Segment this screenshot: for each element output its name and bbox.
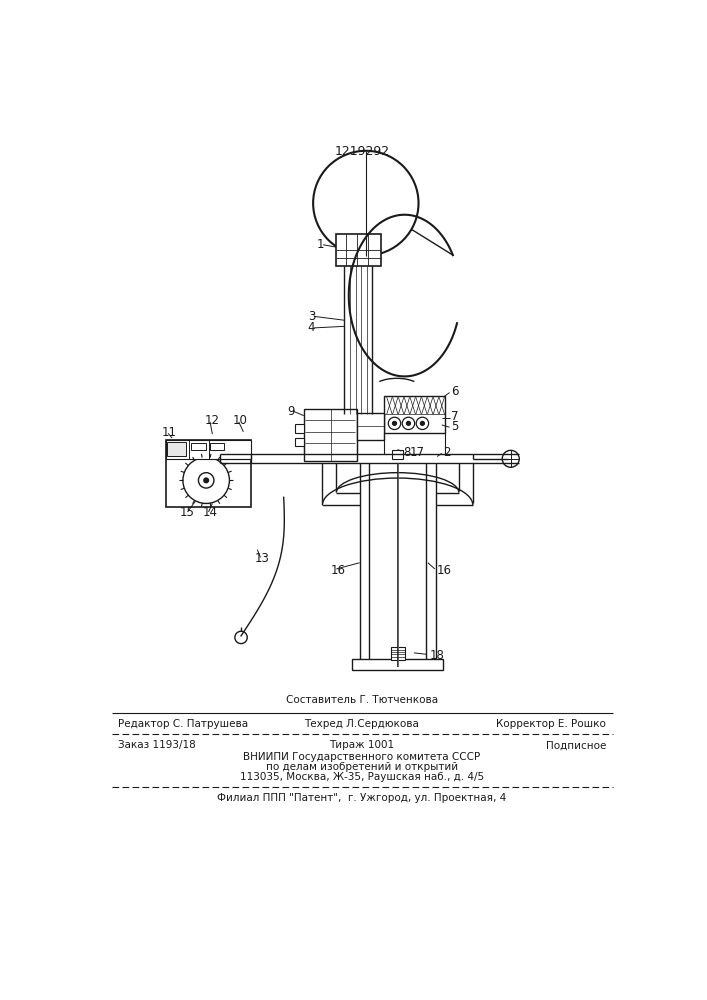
- Bar: [356, 413, 385, 440]
- Bar: [168, 442, 186, 456]
- Bar: [166, 440, 251, 459]
- Text: 6: 6: [451, 385, 459, 398]
- Text: 11: 11: [162, 426, 177, 439]
- Text: 17: 17: [409, 446, 424, 459]
- Text: Корректор Е. Рошко: Корректор Е. Рошко: [496, 719, 606, 729]
- Text: 7: 7: [451, 410, 459, 423]
- Text: по делам изобретений и открытий: по делам изобретений и открытий: [266, 762, 458, 772]
- Circle shape: [204, 478, 209, 483]
- Text: Редактор С. Патрушева: Редактор С. Патрушева: [118, 719, 248, 729]
- Bar: [352, 659, 443, 670]
- Text: 14: 14: [203, 506, 218, 519]
- Text: 15: 15: [180, 506, 194, 519]
- Bar: [210, 443, 224, 450]
- Text: 4: 4: [308, 321, 315, 334]
- Text: Составитель Г. Тютченкова: Составитель Г. Тютченкова: [286, 695, 438, 705]
- Circle shape: [421, 421, 424, 425]
- Text: 9: 9: [287, 405, 294, 418]
- Bar: [336, 234, 380, 266]
- Text: 12: 12: [204, 414, 220, 427]
- Text: Подписное: Подписное: [546, 740, 606, 750]
- Text: 8: 8: [403, 446, 410, 459]
- Text: Тираж 1001: Тираж 1001: [329, 740, 395, 750]
- Bar: [295, 424, 304, 433]
- Bar: [391, 647, 404, 660]
- Text: 1: 1: [317, 238, 325, 251]
- Text: 18: 18: [429, 649, 444, 662]
- Circle shape: [392, 421, 397, 425]
- Bar: [385, 396, 445, 433]
- Bar: [166, 440, 251, 507]
- Bar: [295, 438, 304, 446]
- Text: 16: 16: [330, 564, 345, 577]
- Text: 10: 10: [233, 414, 247, 427]
- Bar: [392, 450, 403, 459]
- Bar: [304, 409, 356, 461]
- Text: Филиал ППП "Патент",  г. Ужгород, ул. Проектная, 4: Филиал ППП "Патент", г. Ужгород, ул. Про…: [217, 793, 507, 803]
- Text: 16: 16: [437, 564, 452, 577]
- Text: 2: 2: [443, 446, 451, 459]
- Text: 113035, Москва, Ж-35, Раушская наб., д. 4/5: 113035, Москва, Ж-35, Раушская наб., д. …: [240, 772, 484, 782]
- Bar: [191, 443, 206, 450]
- Text: Техред Л.Сердюкова: Техред Л.Сердюкова: [305, 719, 419, 729]
- Circle shape: [407, 421, 410, 425]
- Text: Заказ 1193/18: Заказ 1193/18: [118, 740, 196, 750]
- Text: 13: 13: [255, 552, 270, 565]
- Text: ВНИИПИ Государственного комитета СССР: ВНИИПИ Государственного комитета СССР: [243, 752, 481, 762]
- Text: 3: 3: [308, 310, 315, 323]
- Text: 5: 5: [451, 420, 458, 433]
- Text: 1219292: 1219292: [334, 145, 390, 158]
